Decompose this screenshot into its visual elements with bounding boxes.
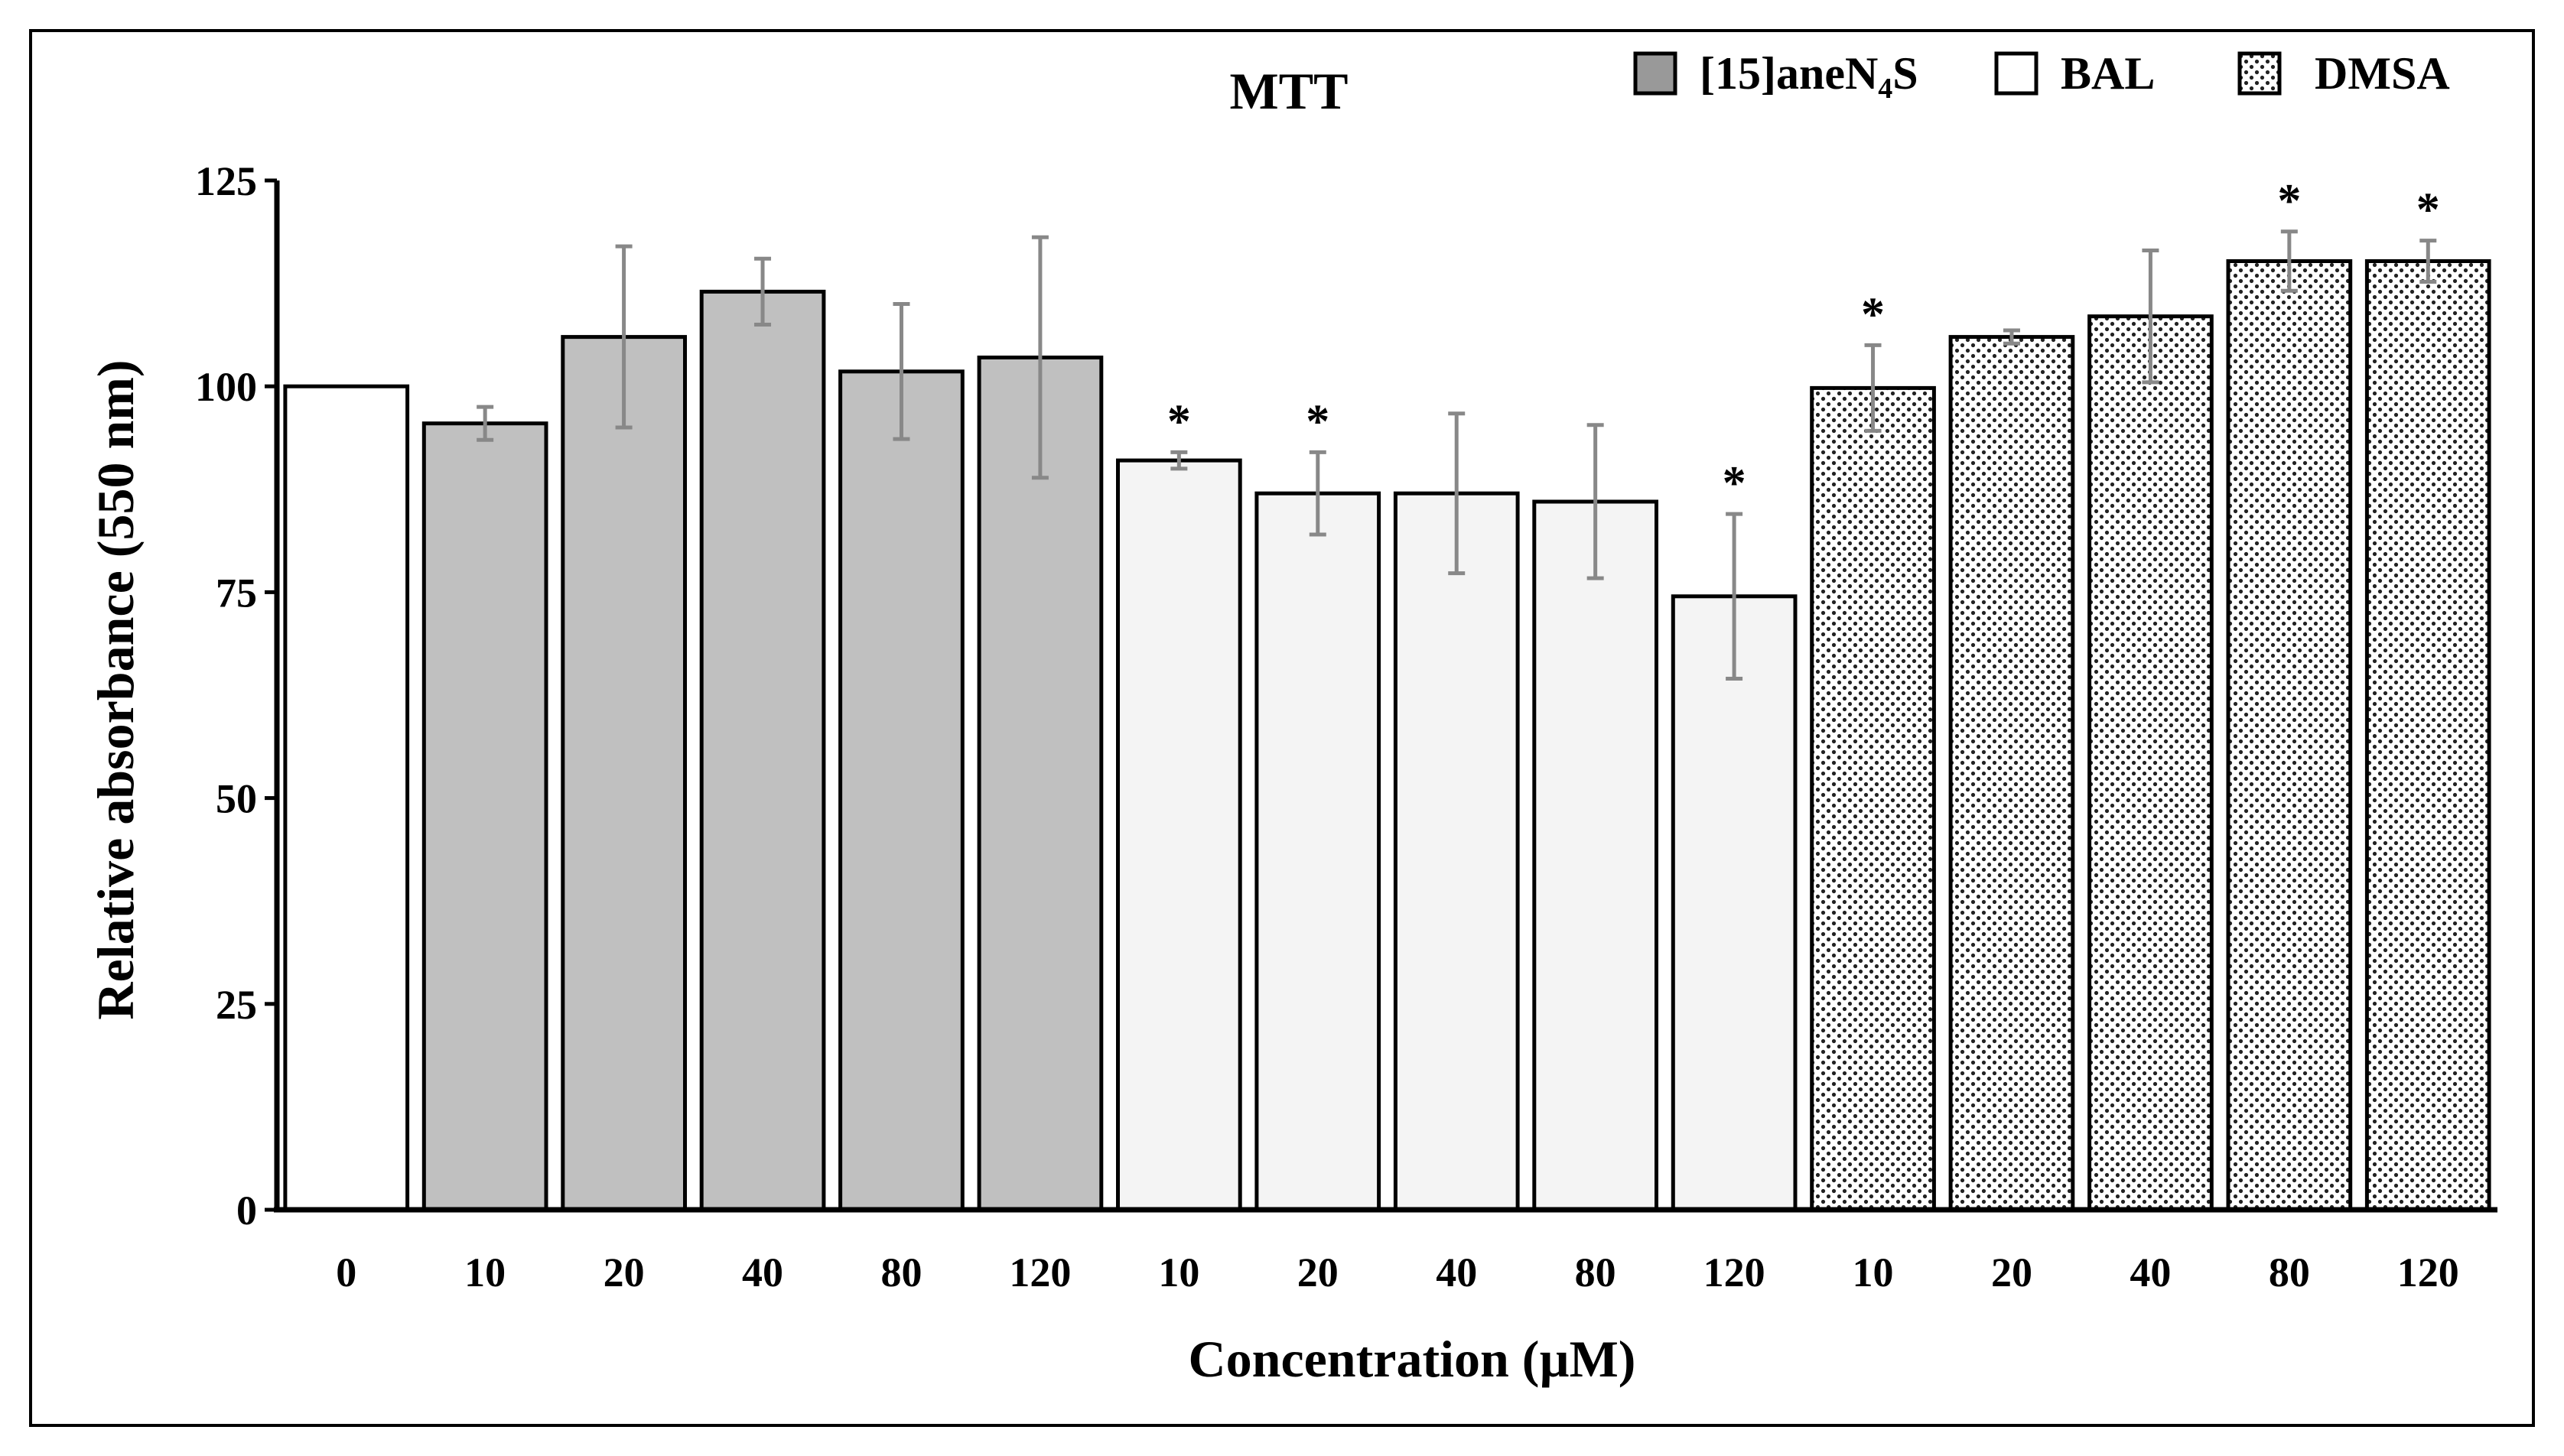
significance-marker-bal-10: *	[1167, 395, 1191, 447]
legend-swatch-dmsa	[2237, 51, 2282, 96]
significance-marker-bal-20: *	[1306, 395, 1329, 447]
legend-swatch-aneN4S	[1633, 51, 1677, 96]
y-tick-label-0: 0	[236, 1188, 257, 1233]
significance-marker-bal-120: *	[1723, 457, 1746, 509]
x-tick-label-bal-120: 120	[1703, 1250, 1765, 1295]
bar-dmsa-120	[2364, 259, 2491, 1212]
x-tick-label-bal-80: 80	[1575, 1250, 1616, 1295]
bar-bal-80	[1532, 499, 1659, 1212]
significance-marker-dmsa-120: *	[2416, 184, 2440, 236]
bar-15anen4s-80	[838, 369, 965, 1212]
x-tick-label-15anen4s-120: 120	[1009, 1250, 1071, 1295]
bar-control-0	[283, 384, 410, 1212]
x-tick-label-dmsa-20: 20	[1991, 1250, 2032, 1295]
y-axis-title: Relative absorbance (550 nm)	[86, 359, 145, 1019]
y-tick-label-100: 100	[195, 364, 257, 410]
legend-item-bal: BAL	[1994, 48, 2155, 99]
bar-bal-120	[1671, 594, 1798, 1212]
bar-dmsa-80	[2226, 259, 2353, 1212]
legend-label-aneN4S-suffix: S	[1892, 48, 1918, 99]
x-tick-label-dmsa-80: 80	[2269, 1250, 2310, 1295]
bar-dmsa-10	[1810, 385, 1936, 1212]
bar-dmsa-20	[1948, 335, 2075, 1212]
x-tick-label-bal-20: 20	[1297, 1250, 1339, 1295]
x-tick-label-dmsa-40: 40	[2130, 1250, 2171, 1295]
legend-label-aneN4S: [15]aneN4S	[1700, 48, 1918, 105]
x-tick-label-15anen4s-40: 40	[742, 1250, 783, 1295]
chart-title: MTT	[1230, 62, 1349, 120]
legend-label-aneN4S-sub: 4	[1878, 73, 1892, 105]
legend-swatch-bal	[1994, 51, 2039, 96]
plot-area: 0 10 20 40 80 120 * 10 * 20 40 80 * 120 * 10 20 40 * 80 * 120…	[195, 158, 2497, 1295]
x-tick-label-control-0: 0	[336, 1250, 356, 1295]
legend-item-dmsa: DMSA	[2237, 48, 2450, 99]
bar-15anen4s-40	[699, 289, 826, 1212]
bar-bal-20	[1254, 491, 1381, 1212]
bar-15anen4s-120	[977, 356, 1104, 1212]
bar-15anen4s-20	[561, 335, 687, 1212]
y-tick-label-125: 125	[195, 158, 257, 204]
significance-marker-dmsa-10: *	[1861, 288, 1885, 340]
y-tick-label-50: 50	[216, 776, 257, 822]
y-tick-label-75: 75	[216, 570, 257, 616]
x-tick-label-15anen4s-80: 80	[880, 1250, 922, 1295]
bar-bal-10	[1116, 458, 1242, 1212]
x-tick-label-15anen4s-10: 10	[464, 1250, 506, 1295]
bar-15anen4s-10	[421, 421, 548, 1212]
x-tick-label-bal-40: 40	[1436, 1250, 1477, 1295]
y-tick-label-25: 25	[216, 982, 257, 1028]
x-tick-label-dmsa-10: 10	[1853, 1250, 1894, 1295]
bar-bal-40	[1393, 491, 1520, 1212]
bar-dmsa-40	[2087, 314, 2214, 1212]
significance-marker-dmsa-80: *	[2277, 175, 2301, 227]
legend-item-aneN4S: [15]aneN4S	[1633, 48, 1918, 105]
x-tick-label-bal-10: 10	[1158, 1250, 1199, 1295]
legend-label-aneN4S-main: [15]aneN	[1700, 48, 1878, 99]
x-tick-label-15anen4s-20: 20	[604, 1250, 645, 1295]
x-tick-label-dmsa-120: 120	[2397, 1250, 2459, 1295]
legend-label-bal: BAL	[2061, 48, 2155, 99]
legend-label-dmsa: DMSA	[2315, 48, 2450, 99]
x-axis-title: Concentration (µM)	[1189, 1330, 1636, 1388]
legend: [15]aneN4S BAL DMSA	[1633, 48, 2450, 105]
